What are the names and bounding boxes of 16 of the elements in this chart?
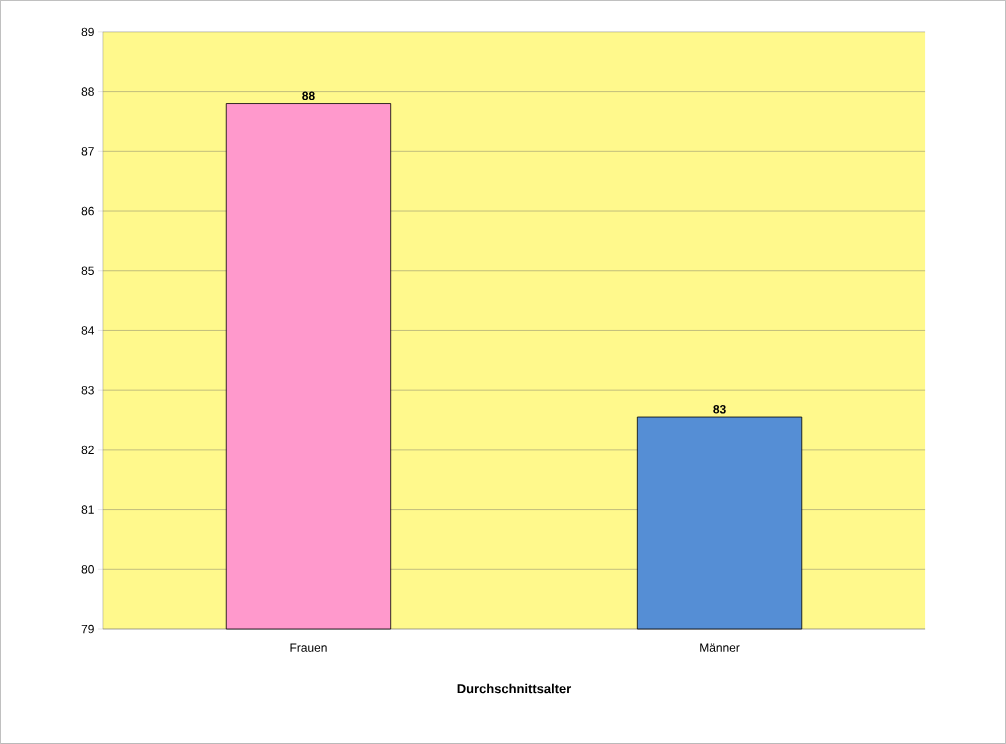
x-tick-label: Frauen [290,643,327,652]
y-tick-label: 83 [81,385,94,395]
y-tick-label: 79 [81,624,94,634]
y-tick-label: 81 [81,505,94,514]
data-label: 88 [302,91,315,101]
y-tick-label: 86 [81,206,94,216]
x-axis-title: Durchschnittsalter [457,683,572,694]
y-tick-label: 85 [81,266,94,275]
y-tick-label: 80 [81,565,94,574]
data-label: 83 [713,405,726,414]
x-tick-label: Männer [700,643,740,652]
y-tick-label: 89 [81,27,94,37]
y-tick-label: 82 [81,445,94,455]
y-tick-label: 88 [81,87,94,96]
y-tick-label: 84 [81,326,95,335]
y-tick-label: 87 [81,147,94,156]
